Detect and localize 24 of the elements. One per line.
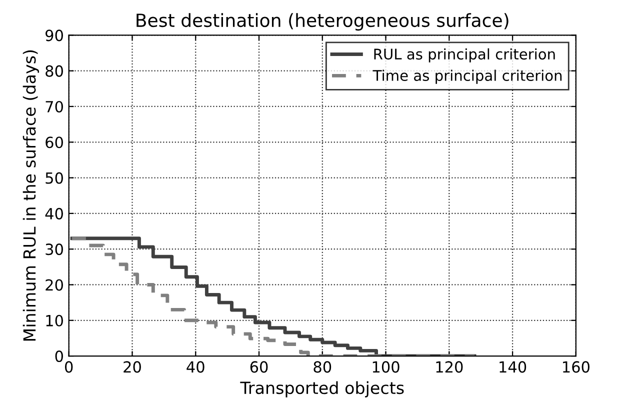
y-tick-label: 50 bbox=[46, 172, 63, 184]
x-tick-label: 160 bbox=[563, 361, 590, 373]
x-tick-label: 40 bbox=[186, 361, 204, 373]
x-tick-label: 140 bbox=[500, 361, 526, 373]
y-tick-label: 0 bbox=[55, 350, 63, 362]
x-tick-label: 20 bbox=[124, 361, 141, 373]
y-tick-label: 70 bbox=[46, 100, 63, 113]
y-tick-label: 30 bbox=[46, 244, 63, 256]
x-tick-label: 120 bbox=[436, 361, 463, 373]
x-tick-label: 0 bbox=[65, 361, 73, 373]
y-tick-label: 40 bbox=[45, 208, 63, 220]
y-tick-label: 90 bbox=[46, 30, 63, 42]
x-tick-label: 60 bbox=[250, 361, 268, 373]
y-tick-label: 80 bbox=[46, 65, 63, 77]
x-axis-title: Transported objects bbox=[240, 381, 404, 398]
legend-label: RUL as principal criterion bbox=[374, 48, 555, 62]
y-axis-title: Minimum RUL in the surface (days) bbox=[22, 50, 39, 341]
legend-label: Time as principal criterion bbox=[372, 70, 562, 84]
chart-title: Best destination (heterogeneous surface) bbox=[136, 13, 508, 31]
x-tick-label: 80 bbox=[314, 361, 332, 373]
y-tick-label: 10 bbox=[46, 314, 63, 326]
x-tick-label: 100 bbox=[372, 361, 400, 373]
y-tick-label: 60 bbox=[46, 136, 63, 148]
y-tick-label: 20 bbox=[46, 279, 63, 291]
